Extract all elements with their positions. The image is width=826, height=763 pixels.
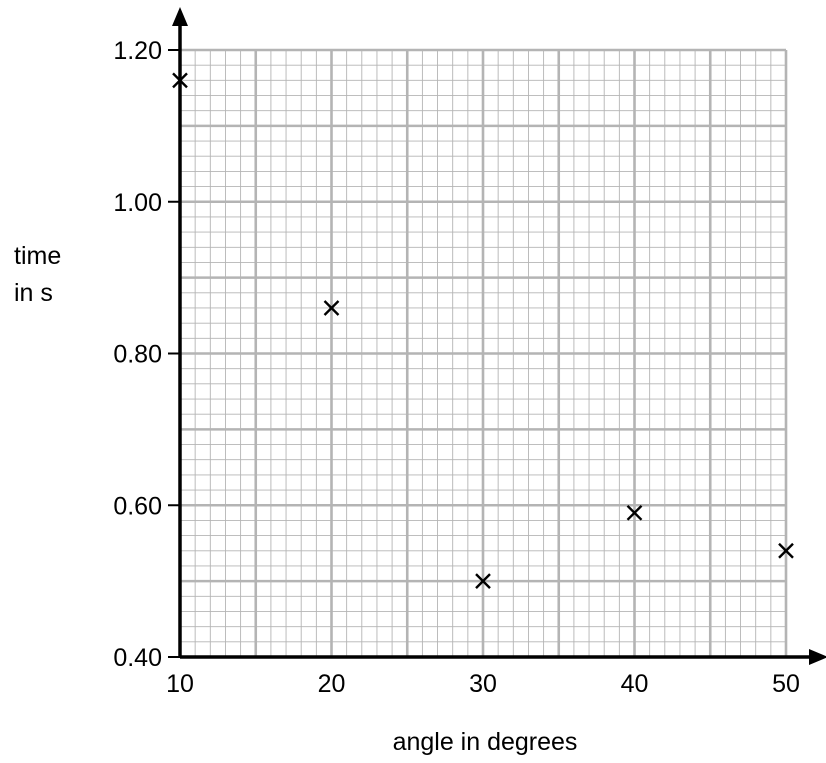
data-point xyxy=(778,542,794,559)
data-point-stroke xyxy=(626,504,643,521)
y-ticks: 0.40 0.60 0.80 1.00 1.20 xyxy=(113,37,180,672)
x-tick-label: 30 xyxy=(469,670,497,698)
data-point-stroke xyxy=(172,72,188,89)
y-axis-title-line-1: time xyxy=(14,242,61,270)
x-tick-label: 10 xyxy=(166,670,194,698)
x-ticks: 10 20 30 40 50 xyxy=(166,670,800,698)
data-point-stroke xyxy=(778,542,794,559)
data-point xyxy=(172,72,188,89)
data-point xyxy=(323,300,340,316)
axes xyxy=(172,7,826,665)
x-tick-label: 20 xyxy=(318,670,346,698)
x-axis-arrow xyxy=(809,649,826,665)
y-axis-arrow xyxy=(172,7,188,26)
data-point-stroke xyxy=(475,573,491,589)
data-points xyxy=(172,72,794,589)
x-axis-title: angle in degrees xyxy=(393,728,578,756)
data-point xyxy=(626,504,643,521)
data-point-stroke xyxy=(323,300,340,316)
y-tick-label: 0.40 xyxy=(113,644,162,672)
data-point xyxy=(475,573,491,589)
x-tick-label: 50 xyxy=(772,670,800,698)
y-tick-label: 1.00 xyxy=(113,189,162,217)
y-tick-label: 0.60 xyxy=(113,492,162,520)
y-tick-label: 0.80 xyxy=(113,341,162,369)
y-axis-title-line-2: in s xyxy=(14,279,53,307)
x-tick-label: 40 xyxy=(621,670,649,698)
y-tick-label: 1.20 xyxy=(113,37,162,65)
